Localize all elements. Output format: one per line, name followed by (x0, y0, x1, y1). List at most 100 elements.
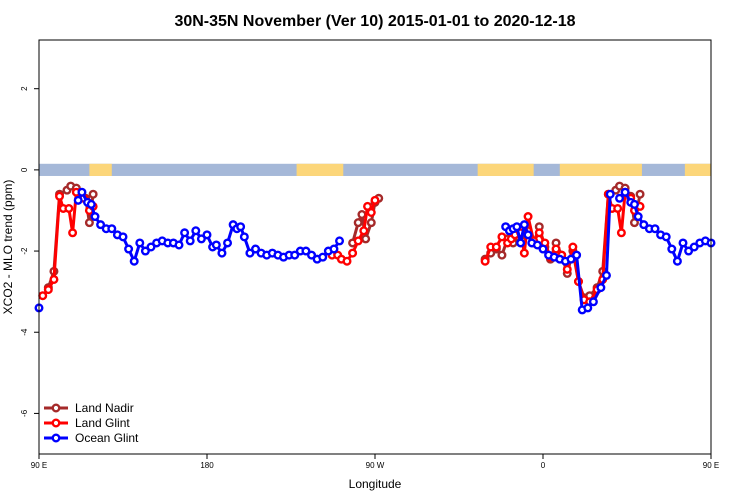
land-glint-point (370, 195, 380, 205)
land-glint-point (613, 203, 623, 213)
land-glint-point (616, 228, 626, 238)
ocean-glint-point (129, 256, 139, 266)
ocean-glint-point (135, 238, 145, 248)
land-ocean-mask (39, 163, 711, 176)
series-ocean-glint (34, 187, 716, 315)
land-glint-point (568, 242, 578, 252)
land-glint-point (55, 191, 65, 201)
y-tick-label: -6 (20, 409, 29, 417)
land-glint-point (353, 236, 363, 246)
ocean-glint-point (90, 212, 100, 222)
ocean-glint-point (191, 226, 201, 236)
land-glint-point (68, 228, 78, 238)
x-axis-label: Longitude (349, 477, 402, 491)
land-nadir-point (361, 234, 371, 244)
ocean-glint-point (583, 303, 593, 313)
ocean-glint-point (532, 240, 542, 250)
land-glint-point (49, 274, 59, 284)
ocean-glint-point (217, 248, 227, 258)
land-glint-point (348, 248, 358, 258)
legend-label-land-glint: Land Glint (75, 416, 130, 430)
land-nadir-point (88, 189, 98, 199)
ocean-glint-point (318, 252, 328, 262)
land-band (684, 163, 711, 176)
land-glint-point (366, 207, 376, 217)
ocean-glint-point (667, 244, 677, 254)
ocean-glint-point (329, 244, 339, 254)
land-glint-point (342, 256, 352, 266)
ocean-glint-point (107, 224, 117, 234)
land-band (477, 163, 534, 176)
ocean-glint-point (516, 238, 526, 248)
y-tick-label: -2 (20, 247, 29, 255)
chart-title: 30N-35N November (Ver 10) 2015-01-01 to … (174, 13, 575, 30)
y-tick-label: 0 (20, 167, 29, 172)
land-band (296, 163, 344, 176)
ocean-glint-point (73, 195, 83, 205)
legend-marker-land-glint (51, 418, 61, 428)
land-glint-point (38, 291, 48, 301)
x-tick-label: 90 E (703, 461, 719, 470)
legend-marker-ocean-glint (51, 433, 61, 443)
land-glint-point (562, 264, 572, 274)
ocean-glint-point (629, 199, 639, 209)
land-band (559, 163, 642, 176)
land-glint-point (359, 226, 369, 236)
ocean-glint-point (519, 220, 529, 230)
ocean-glint-point (290, 250, 300, 260)
ocean-glint-point (77, 187, 87, 197)
ocean-glint-point (96, 220, 106, 230)
ocean-glint-point (118, 232, 128, 242)
ocean-glint-point (236, 222, 246, 232)
series-layer (34, 181, 716, 315)
ocean-glint-point (335, 236, 345, 246)
land-glint-point (491, 242, 501, 252)
legend-marker-land-nadir (51, 403, 61, 413)
ocean-glint-point (605, 189, 615, 199)
ocean-glint-point (211, 240, 221, 250)
ocean-glint-point (566, 254, 576, 264)
ocean-glint-point (174, 240, 184, 250)
land-glint-point (523, 212, 533, 222)
ocean-glint-point (678, 238, 688, 248)
land-glint-point (363, 201, 373, 211)
ocean-glint-point (523, 230, 533, 240)
ocean-glint-point (301, 246, 311, 256)
ocean-glint-point (588, 297, 598, 307)
y-axis: 2 0 -2 -4 -6 (20, 86, 39, 417)
ocean-band (39, 163, 711, 176)
ocean-glint-point (196, 234, 206, 244)
ocean-glint-point (639, 220, 649, 230)
ocean-glint-point (245, 248, 255, 258)
ocean-glint-point (307, 250, 317, 260)
x-tick-label: 0 (541, 461, 546, 470)
x-tick-label: 90 E (31, 461, 47, 470)
y-tick-label: -4 (20, 328, 29, 336)
ocean-glint-point (615, 193, 625, 203)
ocean-glint-point (572, 250, 582, 260)
land-nadir-point (357, 210, 367, 220)
land-glint-point (480, 256, 490, 266)
ocean-glint-point (650, 224, 660, 234)
ocean-glint-point (633, 212, 643, 222)
ocean-glint-point (596, 283, 606, 293)
ocean-glint-point (223, 238, 233, 248)
ocean-glint-point (620, 187, 630, 197)
ocean-glint-point (202, 230, 212, 240)
land-nadir-point (629, 218, 639, 228)
land-nadir-point (353, 218, 363, 228)
y-tick-label: 2 (20, 86, 29, 91)
land-nadir-point (497, 250, 507, 260)
land-glint-point (43, 285, 53, 295)
ocean-glint-point (146, 242, 156, 252)
ocean-glint-point (689, 242, 699, 252)
x-tick-label: 90 W (366, 461, 385, 470)
land-glint-point (534, 228, 544, 238)
land-glint-point (497, 232, 507, 242)
legend-label-ocean-glint: Ocean Glint (75, 431, 139, 445)
series-land-nadir (43, 181, 645, 303)
land-nadir-point (366, 218, 376, 228)
ocean-glint-point (538, 244, 548, 254)
